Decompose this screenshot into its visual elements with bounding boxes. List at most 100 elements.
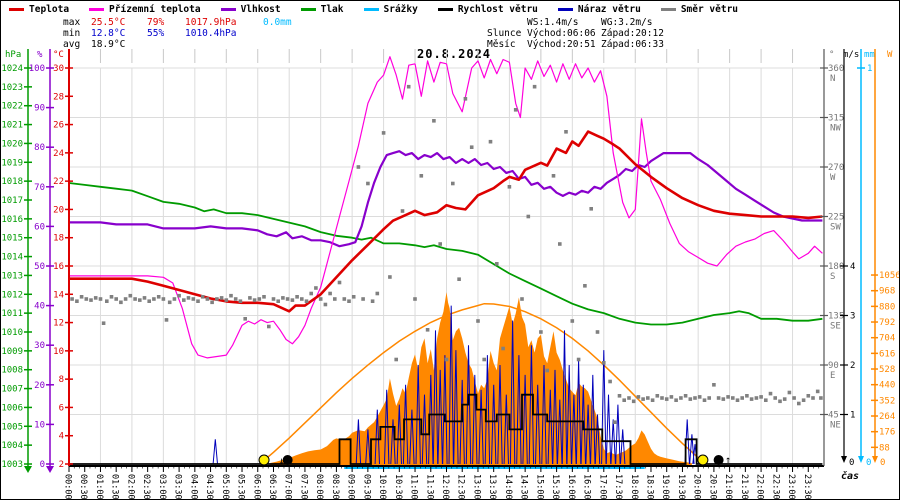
wind-direction-dot [432,119,436,123]
wind-direction-dot [271,297,276,301]
stat-max-humidity: 79% [147,17,165,28]
wind-direction-dot [257,297,262,301]
time-tick-label: 02:00 [125,474,135,500]
time-tick-label: 11:00 [409,474,419,500]
wind-direction-dot [721,397,726,401]
wind-tick-label: 1 [850,411,855,421]
radiation-tick-label: 440 [879,381,895,391]
wind-direction-dot [356,165,361,169]
wind-direction-dot [664,397,669,401]
wind-direction-dot [337,280,342,285]
wind-direction-dot [318,297,323,301]
time-tick-label: 12:00 [440,474,450,500]
wind-direction-dot [413,297,417,301]
wind-tick-label: 2 [850,361,855,371]
pressure-tick-label: 1018 [1,177,23,187]
stats-row-max: max 25.5°C 79% 1017.9hPa 0.0mm [63,17,315,28]
wind-direction-dot [792,396,796,400]
sunrise-time: Východ:06:06 [527,28,596,39]
temperature-tick-label: 22 [53,177,64,187]
stat-min-temperature: 12.8°C [91,28,126,39]
wind-direction-dot [451,181,455,186]
humidity-tick-label: 100 [29,64,45,74]
stat-avg-temperature: 18.9°C [91,39,126,50]
wind-direction-dot [583,284,587,288]
legend-label: Směr větru [680,4,739,15]
time-tick-label: 09:00 [346,474,356,500]
stat-max-pressure: 1017.9hPa [185,17,237,28]
direction-tick-label: 225 [828,213,844,223]
humidity-tick-label: 40 [34,302,45,312]
sunset-time: Západ:20:12 [601,28,664,39]
series-p-zemn-teplota [69,56,823,359]
wind-direction-dot [532,84,537,89]
wind-direction-dot [425,328,430,332]
wind-direction-dot [495,262,499,266]
pressure-tick-label: 1011 [1,309,23,319]
wind-direction-dot [93,296,98,300]
pressure-tick-label: 1009 [1,347,23,357]
wind-direction-dot [186,296,191,300]
temperature-tick-label: 4 [59,432,64,442]
wind-direction-dot [304,299,309,303]
wind-speed-avg: WS:1.4m/s [527,17,579,28]
time-tick-label: 04:00 [188,474,198,500]
humidity-tick-label: 50 [34,262,45,272]
wind-direction-dot [128,293,133,298]
radiation-tick-label: 176 [879,428,895,438]
time-tick-label: 01:00 [94,474,104,500]
wind-direction-dot [507,185,512,189]
humidity-axis-unit: % [37,50,43,60]
temperature-tick-label: 6 [59,403,64,413]
wind-direction-dot [683,394,688,398]
wind-direction-dot [290,298,295,302]
legend-label: Srážky [383,4,418,15]
wind-direction-dot [361,297,365,301]
date-title: 20.8.2024 [417,47,492,61]
moonset-arrow-icon: ↓ [278,456,284,467]
time-tick-label: 23:00 [786,474,796,500]
wind-direction-dot [660,396,664,400]
pressure-tick-label: 1012 [1,290,23,300]
radiation-tick-label: 968 [879,287,895,297]
legend-swatch-icon [557,8,573,11]
wind-direction-dot [608,379,612,384]
time-tick-label: 12:30 [456,474,466,500]
humidity-tick-label: 70 [34,183,45,193]
wind-direction-dot [778,399,782,404]
radiation-tick-label: 792 [879,318,895,328]
legend-item: Náraz větru [557,4,641,15]
moonrise-icon [713,455,724,465]
wind-direction-dot [79,295,84,299]
legend-item: Tlak [300,4,344,15]
radiation-axis-zero: 0 [880,458,885,468]
wind-direction-dot [281,296,285,300]
moon-label: Měsíc [487,39,516,50]
wind-axis-arrow-icon [841,456,847,463]
direction-tick-label: 180 [828,262,844,272]
wind-direction-dot [622,398,626,402]
wind-direction-dot [782,397,787,401]
legend-swatch-icon [220,8,236,11]
wind-direction-dot [328,291,332,296]
time-tick-label: 08:30 [330,474,340,500]
time-tick-label: 07:00 [283,474,293,500]
radiation-tick-label: 1056 [879,271,900,281]
wind-direction-dot [735,398,740,402]
wind-stats-row: WS:1.4m/s WG:3.2m/s [487,17,679,28]
wind-direction-dot [627,396,631,400]
temperature-tick-label: 14 [53,290,64,300]
wind-tick-label: 3 [850,312,855,322]
wind-direction-dot [476,319,480,323]
wind-direction-dot [801,398,806,402]
legend-label: Náraz větru [577,4,641,15]
pressure-tick-label: 1023 [1,83,23,93]
direction-tick-label: 135 [828,312,844,322]
legend-item: Teplota [9,4,69,15]
wind-direction-dot [342,297,347,301]
time-tick-label: 07:30 [298,474,308,500]
temperature-tick-label: 20 [53,205,64,215]
wind-direction-dot [631,399,636,404]
stat-label-min: min [63,28,81,39]
temperature-tick-label: 8 [59,375,64,385]
